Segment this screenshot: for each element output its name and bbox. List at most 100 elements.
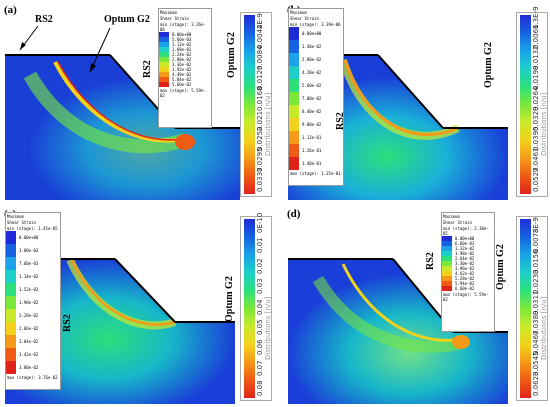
legend-swatch <box>442 266 452 271</box>
colour-bar <box>520 15 531 194</box>
optum-legend: 4E-9 0.0042 0.0084 0.0126 0.0168 0.021 0.0252 0… <box>240 12 272 197</box>
legend-row: 5.04e-02 <box>159 77 211 82</box>
legend-value: 5.60e-03 <box>172 37 192 42</box>
legend-swatch <box>159 42 169 47</box>
legend-row: 3.04e-02 <box>6 335 60 348</box>
legend-row: 4.48e-02 <box>159 72 211 77</box>
legend-swatch <box>159 72 169 77</box>
legend-rows: 0.00e+00 1.40e-02 2.80e-02 4.20e-02 5.60e-02… <box>289 27 343 170</box>
optum-top-label: Optum G2 <box>104 14 150 25</box>
legend-row: 0.00e+00 <box>289 27 343 40</box>
legend-row: 1.40e-02 <box>289 40 343 53</box>
legend-row: 9.80e-02 <box>289 118 343 131</box>
legend-row: 1.98e-02 <box>442 251 494 256</box>
optum-legend: 0E-10 0.01 0.02 0.03 0.04 0.05 0.06 0.07 0.08 Dis… <box>240 213 272 401</box>
legend-swatch <box>159 47 169 52</box>
distributions-label: Distributions [n/u] <box>264 92 272 156</box>
colour-bar-tick: 0.07 <box>256 360 264 376</box>
legend-value: 3.80e-03 <box>19 248 39 253</box>
legend-row: 3.36e-02 <box>159 62 211 67</box>
legend-swatch <box>6 322 16 335</box>
legend-swatch <box>289 40 299 53</box>
legend-swatch <box>442 251 452 256</box>
legend-swatch <box>6 270 16 283</box>
optum-side-label: Optum G2 <box>224 276 235 322</box>
legend-swatch <box>442 236 452 241</box>
legend-title: Maximum <box>160 10 177 15</box>
legend-row: 1.12e-01 <box>289 131 343 144</box>
colour-bar <box>520 219 531 398</box>
legend-min: min (stage): 3.26e-06 <box>160 22 206 32</box>
legend-row: 2.24e-02 <box>159 52 211 57</box>
legend-value: 4.48e-02 <box>172 72 192 77</box>
legend-subtitle: Shear Strain <box>160 16 189 21</box>
legend-value: 8.40e-02 <box>302 109 322 114</box>
colour-bar-tick: 0.05 <box>256 319 264 335</box>
contour-plot-a <box>0 0 275 203</box>
legend-value: 1.12e-02 <box>172 42 192 47</box>
legend-swatch <box>159 67 169 72</box>
legend-title: Maximum <box>443 214 460 219</box>
legend-subtitle: Shear Strain <box>290 16 319 21</box>
legend-value: 1.40e-01 <box>302 161 322 166</box>
legend-value: 1.26e-01 <box>302 148 322 153</box>
legend-row: 2.64e-02 <box>442 256 494 261</box>
colour-bar-tick: 0.04 <box>256 298 264 315</box>
legend-row: 2.80e-02 <box>159 57 211 62</box>
legend-value: 4.20e-02 <box>302 70 322 75</box>
legend-swatch <box>159 57 169 62</box>
legend-value: 3.80e-02 <box>19 365 39 370</box>
legend-value: 6.60e-02 <box>455 286 475 291</box>
legend-row: 5.60e-02 <box>289 79 343 92</box>
legend-value: 5.04e-02 <box>172 77 192 82</box>
legend-swatch <box>6 309 16 322</box>
colour-bar-tick: 0.0623 <box>532 371 540 397</box>
legend-row: 2.28e-02 <box>6 309 60 322</box>
colour-bar-tick: 0.0527 <box>532 167 540 193</box>
legend-value: 6.60e-03 <box>455 241 475 246</box>
legend-max: max (stage): 1.35e-01 <box>290 171 341 176</box>
legend-swatch <box>159 52 169 57</box>
legend-swatch <box>289 131 299 144</box>
legend-row: 3.96e-02 <box>442 266 494 271</box>
legend-row: 1.12e-02 <box>159 42 211 47</box>
legend-value: 2.28e-02 <box>19 313 39 318</box>
rs2-side-label: RS2 <box>425 252 436 270</box>
legend-row: 1.26e-01 <box>289 144 343 157</box>
legend-rows: 0.00e+00 3.80e-03 7.60e-03 1.14e-02 1.52e-02… <box>6 231 60 374</box>
legend-row: 1.14e-02 <box>6 270 60 283</box>
legend-row: 3.80e-02 <box>6 361 60 374</box>
legend-swatch <box>6 257 16 270</box>
legend-swatch <box>442 276 452 281</box>
colour-bar-tick: 0.02 <box>256 258 264 274</box>
legend-value: 9.80e-02 <box>302 122 322 127</box>
rs2-legend: Maximum Shear Strain min (stage): 2.30e-… <box>441 212 495 332</box>
colour-bar <box>244 15 255 194</box>
legend-swatch <box>289 66 299 79</box>
legend-swatch <box>159 82 169 87</box>
colour-bar-tick: 0.08 <box>256 380 264 396</box>
legend-row: 3.30e-02 <box>442 261 494 266</box>
legend-row: 3.92e-02 <box>159 67 211 72</box>
legend-max: max (stage): 5.59e-02 <box>443 292 489 302</box>
legend-row: 8.40e-02 <box>289 105 343 118</box>
legend-value: 1.52e-02 <box>19 287 39 292</box>
distributions-label: Distributions [n/u] <box>540 92 548 156</box>
legend-swatch <box>442 286 452 291</box>
legend-swatch <box>6 361 16 374</box>
legend-swatch <box>6 283 16 296</box>
legend-row: 5.94e-02 <box>442 281 494 286</box>
legend-row: 1.68e-02 <box>159 47 211 52</box>
legend-swatch <box>442 281 452 286</box>
legend-row: 0.00e+00 <box>159 32 211 37</box>
legend-row: 0.00e+00 <box>6 231 60 244</box>
legend-value: 3.04e-02 <box>19 339 39 344</box>
legend-value: 2.66e-02 <box>19 326 39 331</box>
optum-legend: 1.3E-9 0.0066 0.0132 0.0198 0.0264 0.0329 0.03… <box>516 6 548 197</box>
legend-swatch <box>6 244 16 257</box>
legend-value: 1.12e-01 <box>302 135 322 140</box>
panel-label: (d) <box>287 208 301 220</box>
legend-swatch <box>442 261 452 266</box>
colour-bar-tick: 0.0168 <box>256 86 264 111</box>
legend-value: 5.60e-02 <box>172 82 192 87</box>
